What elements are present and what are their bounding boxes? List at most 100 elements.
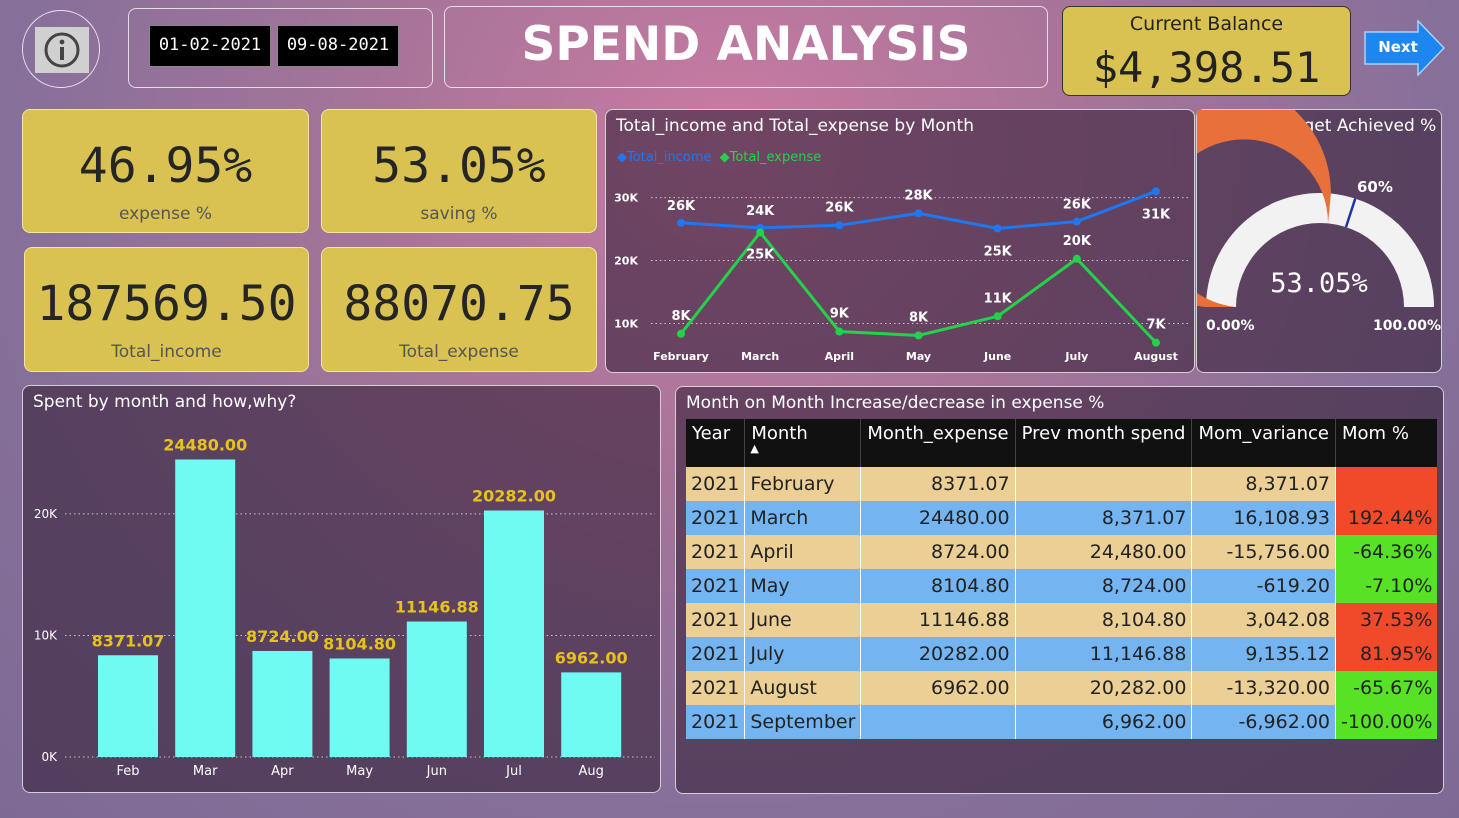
bar-chart-title: Spent by month and how,why? (33, 392, 297, 412)
gauge-track (1206, 193, 1434, 307)
cell-year: 2021 (686, 501, 746, 535)
data-point[interactable] (835, 327, 844, 336)
balance-value: $4,398.51 (1092, 43, 1321, 92)
income-expense-line-chart: Total_income and Total_expense by Month … (605, 109, 1195, 373)
bar-may[interactable] (329, 658, 390, 757)
bar-apr[interactable] (252, 650, 313, 757)
col-header-month[interactable]: Month ▲ (744, 419, 862, 467)
date-range-slicer: 01-02-2021 09-08-2021 (128, 8, 433, 88)
data-point[interactable] (914, 209, 923, 218)
y-tick-label: 30K (614, 192, 638, 205)
info-icon (35, 27, 89, 73)
cell-month: August (744, 671, 862, 705)
bar-mar[interactable] (175, 459, 236, 757)
data-label: 26K (825, 200, 854, 215)
data-point[interactable] (1072, 254, 1081, 263)
cell-year: 2021 (686, 603, 746, 637)
data-point[interactable] (835, 221, 844, 230)
mom-table: Year Month ▲ Month_expense Prev month sp… (686, 419, 1438, 739)
x-tick-label: May (906, 350, 931, 363)
bar-jun[interactable] (406, 621, 467, 757)
data-point[interactable] (677, 218, 685, 227)
cell-mom-pct: -7.10% (1335, 569, 1438, 603)
bar-feb[interactable] (98, 655, 158, 757)
gauge-fill (1197, 110, 1331, 307)
data-label: 31K (1142, 207, 1171, 222)
cell-prev-month-spend: 20,282.00 (1015, 671, 1193, 705)
cell-month-expense: 11146.88 (860, 603, 1016, 637)
col-header-year[interactable]: Year (686, 419, 746, 467)
data-point[interactable] (756, 228, 765, 237)
expense-pct-value: 46.95% (78, 138, 253, 194)
cell-prev-month-spend: 6,962.00 (1015, 705, 1193, 739)
data-point[interactable] (1072, 217, 1081, 226)
sort-ascending-icon: ▲ (750, 442, 759, 455)
x-tick-label: March (741, 350, 779, 363)
cell-month-expense: 20282.00 (860, 637, 1016, 671)
bar-value-label: 11146.88 (395, 598, 479, 617)
saving-pct-value: 53.05% (372, 138, 546, 194)
saving-pct-label: saving % (420, 204, 498, 224)
balance-label: Current Balance (1129, 13, 1284, 35)
legend-expense-label: Total_expense (729, 150, 822, 165)
cell-mom-pct: -100.00% (1335, 705, 1438, 739)
table-row: 2021 July 20282.00 11,146.88 9,135.12 81.95% (686, 637, 1438, 671)
saving-pct-card: 53.05% saving % (321, 109, 597, 233)
legend-income-label: Total_income (627, 150, 712, 165)
expense-pct-label: expense % (118, 204, 213, 224)
total-income-card: 187569.50 Total_income (24, 247, 309, 372)
x-tick-label: Aug (579, 764, 604, 779)
cell-month-expense: 8371.07 (860, 467, 1016, 501)
legend-marker-income: ◆ (617, 150, 627, 165)
data-point[interactable] (993, 224, 1002, 233)
x-tick-label: Jul (505, 764, 522, 779)
info-button[interactable] (22, 10, 100, 88)
data-label: 8K (671, 309, 691, 324)
cell-year: 2021 (686, 569, 746, 603)
line-chart-title: Total_income and Total_expense by Month (616, 116, 974, 136)
mom-table-panel: Month on Month Increase/decrease in expe… (675, 386, 1444, 794)
bar-aug[interactable] (561, 672, 622, 757)
total-expense-label: Total_expense (399, 342, 519, 362)
y-tick-label: 20K (34, 507, 58, 521)
bar-jul[interactable] (484, 510, 544, 757)
x-tick-label: August (1134, 350, 1178, 363)
start-date-field[interactable]: 01-02-2021 (149, 25, 271, 67)
y-tick-label: 0K (41, 750, 58, 764)
cell-mom-pct: 37.53% (1335, 603, 1438, 637)
data-point[interactable] (677, 329, 685, 338)
cell-mom-variance: -15,756.00 (1191, 535, 1337, 569)
cell-month-expense (860, 705, 1016, 739)
data-point[interactable] (914, 331, 923, 340)
table-row: 2021 February 8371.07 8,371.07 (686, 467, 1438, 501)
col-header-mom-variance[interactable]: Mom_variance (1191, 419, 1337, 467)
next-button[interactable]: Next (1364, 19, 1446, 77)
data-label: 26K (1063, 198, 1092, 213)
cell-mom-variance: 3,042.08 (1191, 603, 1337, 637)
col-header-prev-month[interactable]: Prev month spend (1015, 419, 1193, 467)
cell-mom-pct: -64.36% (1335, 535, 1438, 569)
cell-mom-variance: -6,962.00 (1191, 705, 1337, 739)
total-expense-card: 88070.75 Total_expense (321, 247, 597, 372)
gauge-min-label: 0.00% (1206, 318, 1255, 334)
cell-prev-month-spend (1015, 467, 1193, 501)
col-header-month-expense[interactable]: Month_expense (860, 419, 1016, 467)
end-date-field[interactable]: 09-08-2021 (277, 25, 399, 67)
data-point[interactable] (993, 312, 1002, 321)
y-tick-label: 20K (614, 255, 638, 268)
data-label: 25K (984, 244, 1013, 259)
expense-pct-card: 46.95% expense % (22, 109, 309, 233)
cell-year: 2021 (686, 637, 746, 671)
cell-mom-pct: -65.67% (1335, 671, 1438, 705)
cell-prev-month-spend: 8,724.00 (1015, 569, 1193, 603)
x-tick-label: May (346, 764, 373, 779)
col-header-mom-pct[interactable]: Mom % (1335, 419, 1438, 467)
x-tick-label: Apr (271, 764, 294, 779)
data-point[interactable] (1152, 338, 1160, 347)
cell-mom-variance: -619.20 (1191, 569, 1337, 603)
data-point[interactable] (1152, 187, 1160, 196)
gauge-target-marker (1344, 198, 1357, 228)
spent-by-month-bar-chart: Spent by month and how,why? 0K 10K 20K 8371… (22, 385, 661, 793)
x-tick-label: June (983, 350, 1011, 363)
table-header-row: Year Month ▲ Month_expense Prev month sp… (686, 419, 1438, 467)
